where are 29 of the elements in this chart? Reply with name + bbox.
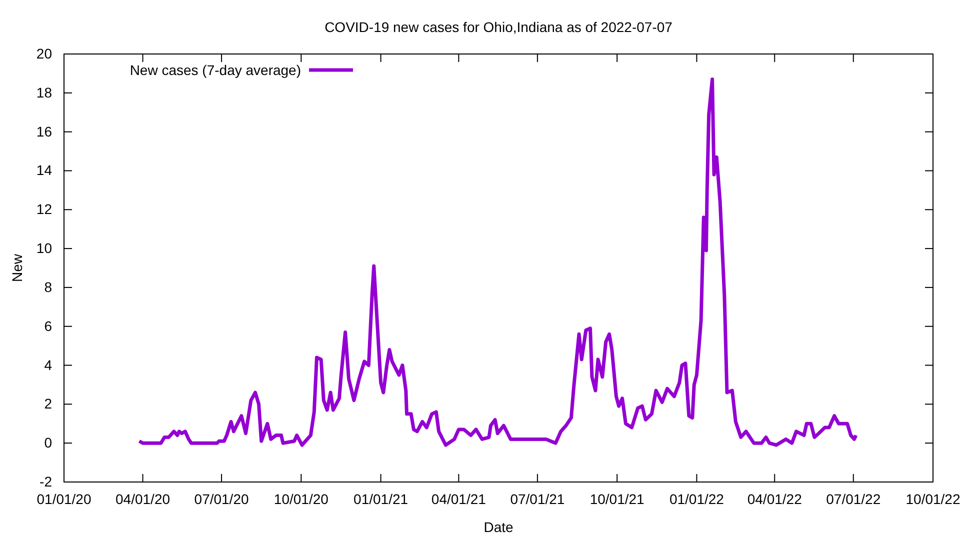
y-tick-label: 16 <box>36 123 52 140</box>
y-tick-label: 2 <box>44 396 52 412</box>
x-tick-label: 07/01/20 <box>194 490 249 507</box>
line-series <box>138 78 858 447</box>
y-tick-label: 0 <box>44 434 52 451</box>
x-tick-label: 01/01/22 <box>669 490 724 507</box>
x-tick-label: 10/01/21 <box>590 490 645 507</box>
x-tick-label: 07/01/21 <box>510 490 565 507</box>
x-tick-label: 07/01/22 <box>826 490 881 507</box>
x-tick-label: 01/01/20 <box>36 490 92 507</box>
y-tick-label: 20 <box>36 45 52 62</box>
x-axis-title: Date <box>484 519 514 535</box>
y-tick-label: 18 <box>36 84 52 100</box>
y-tick-label: 10 <box>36 240 52 256</box>
y-tick-label: 8 <box>44 278 52 295</box>
y-tick-label: 4 <box>44 356 52 373</box>
x-tick-label: 04/01/22 <box>747 490 802 507</box>
x-tick-label: 10/01/22 <box>906 490 960 507</box>
y-tick-label: 6 <box>44 318 52 334</box>
y-tick-label: -2 <box>40 473 52 490</box>
x-tick-label: 10/01/20 <box>274 490 329 507</box>
legend-label: New cases (7-day average) <box>130 62 301 78</box>
x-tick-label: 04/01/21 <box>431 490 486 507</box>
chart-title: COVID-19 new cases for Ohio,Indiana as of 2022-07-07 <box>324 19 673 35</box>
x-tick-label: 01/01/21 <box>354 490 408 507</box>
y-axis-title: New <box>9 253 25 282</box>
y-tick-label: 14 <box>36 162 52 178</box>
y-tick-label: 12 <box>36 201 52 218</box>
x-tick-label: 04/01/20 <box>116 490 170 507</box>
